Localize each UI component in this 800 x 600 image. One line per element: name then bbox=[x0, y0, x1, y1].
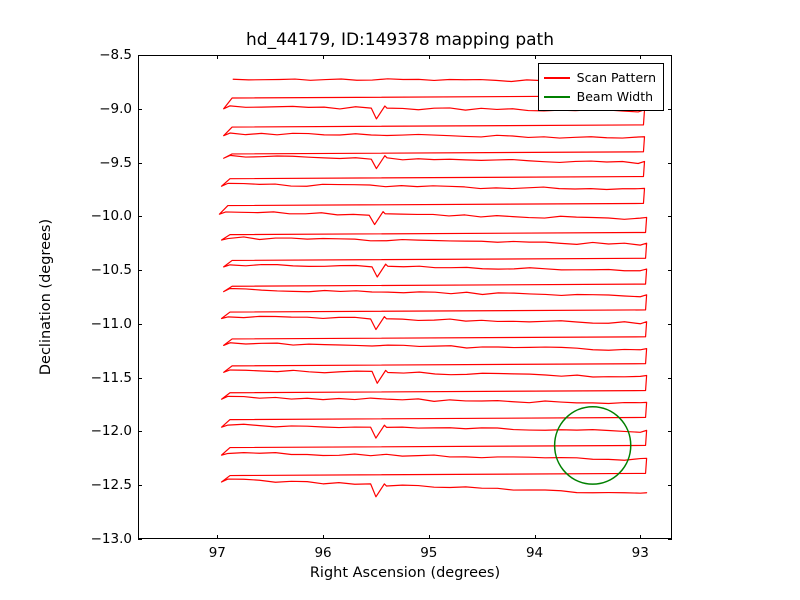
beam-width-series bbox=[553, 405, 632, 485]
legend-label-beam-width: Beam Width bbox=[576, 89, 654, 104]
y-tick-label: −10.0 bbox=[90, 208, 132, 225]
y-tick-label: −10.5 bbox=[90, 262, 132, 279]
y-tick-mark bbox=[138, 485, 142, 487]
y-axis-label: Declination (degrees) bbox=[38, 218, 54, 376]
x-tick-mark bbox=[323, 55, 325, 59]
legend-swatch-scan-pattern bbox=[543, 76, 570, 79]
plot-canvas bbox=[218, 78, 648, 498]
y-tick-mark bbox=[668, 485, 672, 487]
y-tick-mark bbox=[668, 270, 672, 272]
x-tick-mark bbox=[217, 55, 219, 59]
x-tick-mark bbox=[428, 535, 430, 539]
x-tick-label: 97 bbox=[208, 545, 226, 561]
x-tick-mark bbox=[534, 535, 536, 539]
page-title: hd_44179, ID:149378 mapping path bbox=[246, 30, 554, 50]
legend-item-scan-pattern: Scan Pattern bbox=[543, 68, 656, 87]
y-tick-mark bbox=[668, 162, 672, 164]
legend-label-scan-pattern: Scan Pattern bbox=[576, 70, 656, 85]
scan-pattern-series bbox=[218, 78, 648, 498]
y-tick-label: −12.0 bbox=[90, 423, 132, 440]
y-tick-label: −11.5 bbox=[90, 369, 132, 386]
y-tick-mark bbox=[138, 431, 142, 433]
y-tick-label: −13.0 bbox=[90, 531, 132, 547]
y-tick-mark bbox=[668, 55, 672, 56]
scan-pattern-path bbox=[218, 78, 648, 498]
y-tick-mark bbox=[668, 323, 672, 325]
y-tick-label: −9.0 bbox=[99, 100, 132, 117]
y-tick-label: −8.5 bbox=[99, 47, 132, 63]
y-tick-mark bbox=[138, 55, 142, 56]
y-tick-mark bbox=[668, 539, 672, 540]
x-tick-label: 96 bbox=[314, 545, 332, 561]
x-tick-mark bbox=[640, 535, 642, 539]
y-tick-mark bbox=[138, 216, 142, 218]
y-tick-mark bbox=[138, 162, 142, 164]
x-tick-mark bbox=[640, 55, 642, 59]
y-tick-mark bbox=[138, 108, 142, 110]
legend: Scan Pattern Beam Width bbox=[537, 63, 664, 111]
x-axis-label: Right Ascension (degrees) bbox=[309, 565, 501, 581]
x-axis-tick-labels: 97 96 95 94 93 bbox=[138, 545, 672, 567]
legend-swatch-beam-width bbox=[543, 95, 570, 98]
beam-width-circle bbox=[553, 405, 632, 485]
x-tick-mark bbox=[534, 55, 536, 59]
y-tick-mark bbox=[668, 377, 672, 379]
x-tick-mark bbox=[217, 535, 219, 539]
x-tick-label: 95 bbox=[420, 545, 438, 561]
y-tick-label: −9.5 bbox=[99, 154, 132, 171]
y-tick-label: −12.5 bbox=[90, 477, 132, 494]
x-tick-mark bbox=[428, 55, 430, 59]
x-tick-mark bbox=[323, 535, 325, 539]
y-tick-label: −11.0 bbox=[90, 315, 132, 332]
y-tick-mark bbox=[138, 270, 142, 272]
x-tick-label: 94 bbox=[525, 545, 544, 561]
y-tick-mark bbox=[138, 539, 142, 540]
legend-item-beam-width: Beam Width bbox=[543, 87, 656, 106]
y-tick-mark bbox=[668, 108, 672, 110]
x-tick-label: 93 bbox=[631, 545, 649, 561]
y-tick-mark bbox=[138, 323, 142, 325]
y-tick-mark bbox=[668, 216, 672, 218]
y-tick-mark bbox=[668, 431, 672, 433]
plot-axes: Scan Pattern Beam Width bbox=[138, 55, 672, 540]
y-axis-tick-labels: −8.5 −9.0 −9.5 −10.0 −10.5 −11.0 −11.5 −12.0 −12… bbox=[60, 47, 132, 547]
y-tick-mark bbox=[138, 377, 142, 379]
